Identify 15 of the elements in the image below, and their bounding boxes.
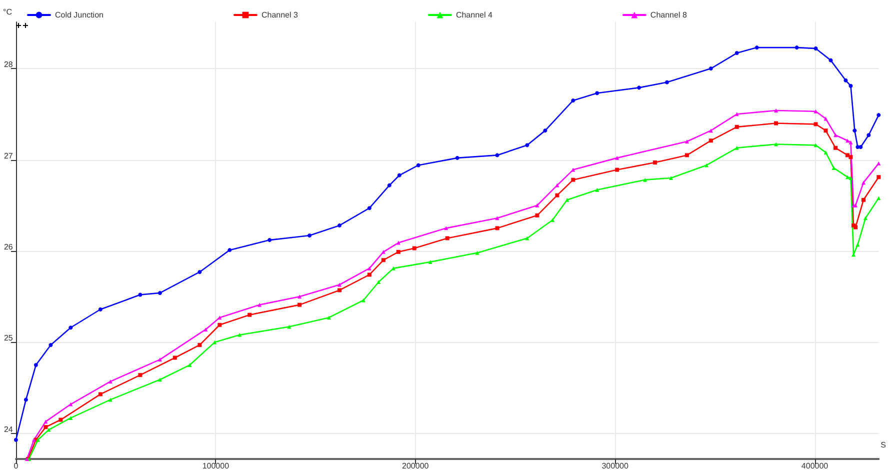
x-tick-label: 100000 bbox=[202, 462, 230, 470]
x-tick-label: 200000 bbox=[402, 462, 430, 470]
y-tick-label: 25 bbox=[4, 334, 14, 343]
legend-label: Channel 4 bbox=[456, 10, 493, 20]
y-tick-label: 24 bbox=[4, 424, 14, 434]
x-tick-label: 400000 bbox=[801, 462, 829, 470]
x-tick-label: 300000 bbox=[602, 462, 629, 470]
legend-label: Channel 3 bbox=[261, 10, 298, 20]
legend-label: Cold Junction bbox=[55, 10, 104, 20]
x-axis-title: S bbox=[880, 440, 886, 450]
y-tick-label: 27 bbox=[4, 151, 14, 160]
y-tick-label: 28 bbox=[4, 60, 14, 70]
legend-label: Channel 8 bbox=[650, 10, 688, 20]
y-tick-label: 26 bbox=[4, 242, 14, 252]
y-axis-title: °C bbox=[2, 8, 12, 16]
